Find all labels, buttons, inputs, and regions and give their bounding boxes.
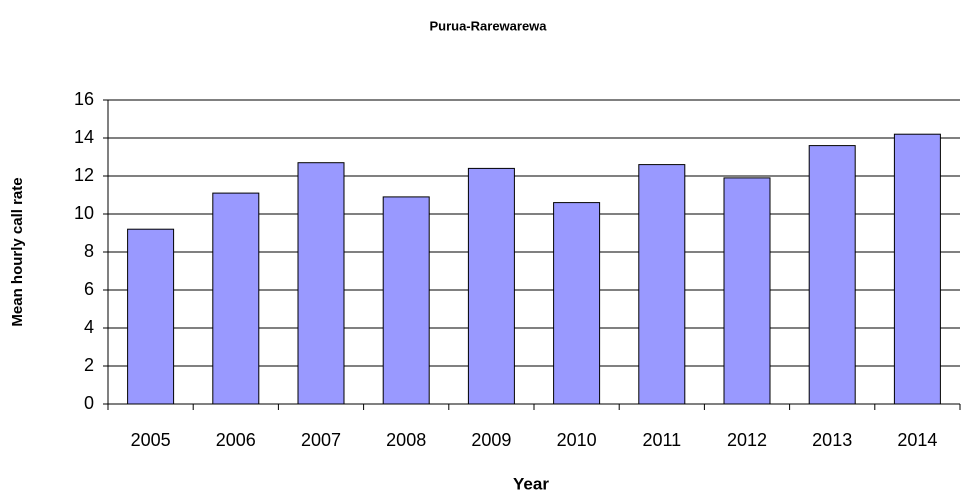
y-tick-label: 2: [84, 355, 94, 375]
y-tick-label: 6: [84, 279, 94, 299]
chart-title: Purua-Rarewarewa: [429, 18, 547, 33]
x-axis-title: Year: [513, 474, 549, 493]
bar: [212, 192, 260, 405]
x-tick-label: 2013: [812, 430, 852, 450]
x-tick-label: 2010: [557, 430, 597, 450]
x-tick-label: 2008: [386, 430, 426, 450]
y-tick-label: 12: [74, 165, 94, 185]
bar: [893, 133, 941, 405]
x-tick-label: 2014: [897, 430, 937, 450]
bar: [382, 196, 430, 405]
bar: [127, 228, 175, 405]
y-tick-label: 14: [74, 127, 94, 147]
x-tick-label: 2006: [216, 430, 256, 450]
y-tick-label: 10: [74, 203, 94, 223]
y-tick-label: 0: [84, 393, 94, 413]
bar: [467, 167, 515, 405]
bar: [297, 162, 345, 405]
x-tick-label: 2009: [471, 430, 511, 450]
y-axis-title: Mean hourly call rate: [9, 177, 26, 326]
y-tick-label: 8: [84, 241, 94, 261]
x-tick-label: 2005: [131, 430, 171, 450]
bar: [808, 145, 856, 405]
y-tick-label: 16: [74, 89, 94, 109]
bar: [553, 202, 601, 405]
y-tick-label: 4: [84, 317, 94, 337]
bar: [723, 177, 771, 405]
x-tick-label: 2007: [301, 430, 341, 450]
x-tick-label: 2012: [727, 430, 767, 450]
x-tick-label: 2011: [642, 430, 681, 450]
bar: [638, 164, 686, 405]
